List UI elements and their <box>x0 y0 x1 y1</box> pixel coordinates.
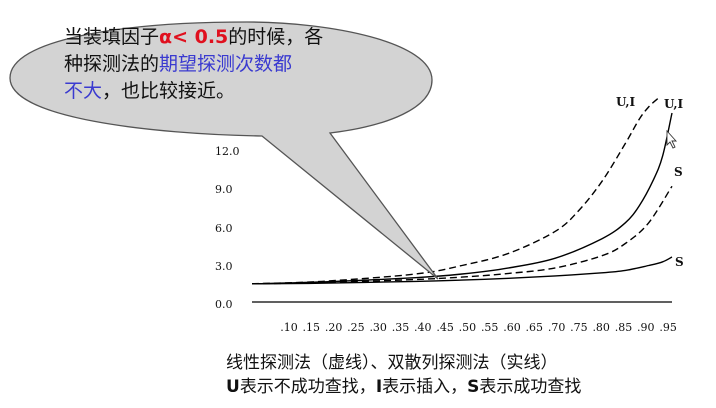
series-line <box>251 97 659 285</box>
callout-part2: 的时候，各 <box>228 26 324 48</box>
series-line <box>251 256 673 285</box>
y-tick-label: 9.0 <box>215 183 233 196</box>
callout-part3: 种探测法的 <box>64 53 160 75</box>
y-tick-label: 3.0 <box>215 260 233 273</box>
x-tick-label: .90 <box>637 321 655 334</box>
series-label: U,I <box>616 95 636 109</box>
series-line <box>251 112 673 285</box>
callout-alpha: α< 0.5 <box>159 26 229 48</box>
y-tick-labels: 0.03.06.09.012.015.0 <box>215 107 240 311</box>
x-tick-labels: .10 .15 .20 .25 .30 .35 .40 .45 .50 .55 .60 .65 .70.… <box>280 321 677 334</box>
caption-s-text: 表示成功查找 <box>479 377 582 397</box>
x-tick-label: .65 <box>526 321 544 334</box>
x-tick-label: .80 <box>592 321 610 334</box>
caption-u: U <box>226 377 240 397</box>
caption-line1: 线性探测法（虚线）、双散列探测法（实线） <box>226 353 558 373</box>
x-tick-label: .60 <box>503 321 521 334</box>
x-tick-label: .55 <box>481 321 499 334</box>
y-tick-label: 6.0 <box>215 222 233 235</box>
caption-u-text: 表示不成功查找， <box>239 377 376 397</box>
callout-part4: ，也比较接近。 <box>102 80 236 102</box>
callout-part1: 当装填因子 <box>64 26 160 48</box>
caption-i: I <box>375 377 383 397</box>
series-line <box>251 185 673 285</box>
series-label: S <box>674 165 683 179</box>
callout-bubble <box>9 21 439 280</box>
x-tick-label: .20 <box>325 321 343 334</box>
x-tick-label: .25 <box>347 321 365 334</box>
x-tick-label: .10 <box>280 321 298 334</box>
callout-text: 当装填因子α< 0.5的时候，各 种探测法的期望探测次数都 不大，也比较接近。 <box>64 24 364 105</box>
x-tick-label: .50 <box>459 321 477 334</box>
x-tick-label: .15 <box>303 321 321 334</box>
x-tick-label: .85 <box>615 321 633 334</box>
caption-line2: U表示不成功查找，I表示插入，S表示成功查找 <box>226 372 581 397</box>
y-tick-label: 0.0 <box>215 298 233 311</box>
mouse-cursor-icon <box>666 129 678 149</box>
chart-series <box>251 97 673 285</box>
callout-highlight1: 期望探测次数都 <box>159 53 293 75</box>
series-label: S <box>675 255 684 269</box>
x-tick-label: .35 <box>392 321 410 334</box>
callout-highlight2: 不大 <box>64 80 103 102</box>
x-tick-label: .40 <box>414 321 432 334</box>
x-tick-label: .30 <box>369 321 387 334</box>
x-tick-label: .70 <box>548 321 566 334</box>
y-tick-label: 12.0 <box>215 145 240 158</box>
caption-s: S <box>467 377 480 397</box>
series-labels: U,I U,I S S <box>616 95 684 269</box>
caption-i-text: 表示插入， <box>382 377 468 397</box>
series-label: U,I <box>664 97 684 111</box>
x-tick-label: .75 <box>570 321 588 334</box>
x-tick-label: .95 <box>659 321 677 334</box>
x-tick-label: .45 <box>436 321 454 334</box>
